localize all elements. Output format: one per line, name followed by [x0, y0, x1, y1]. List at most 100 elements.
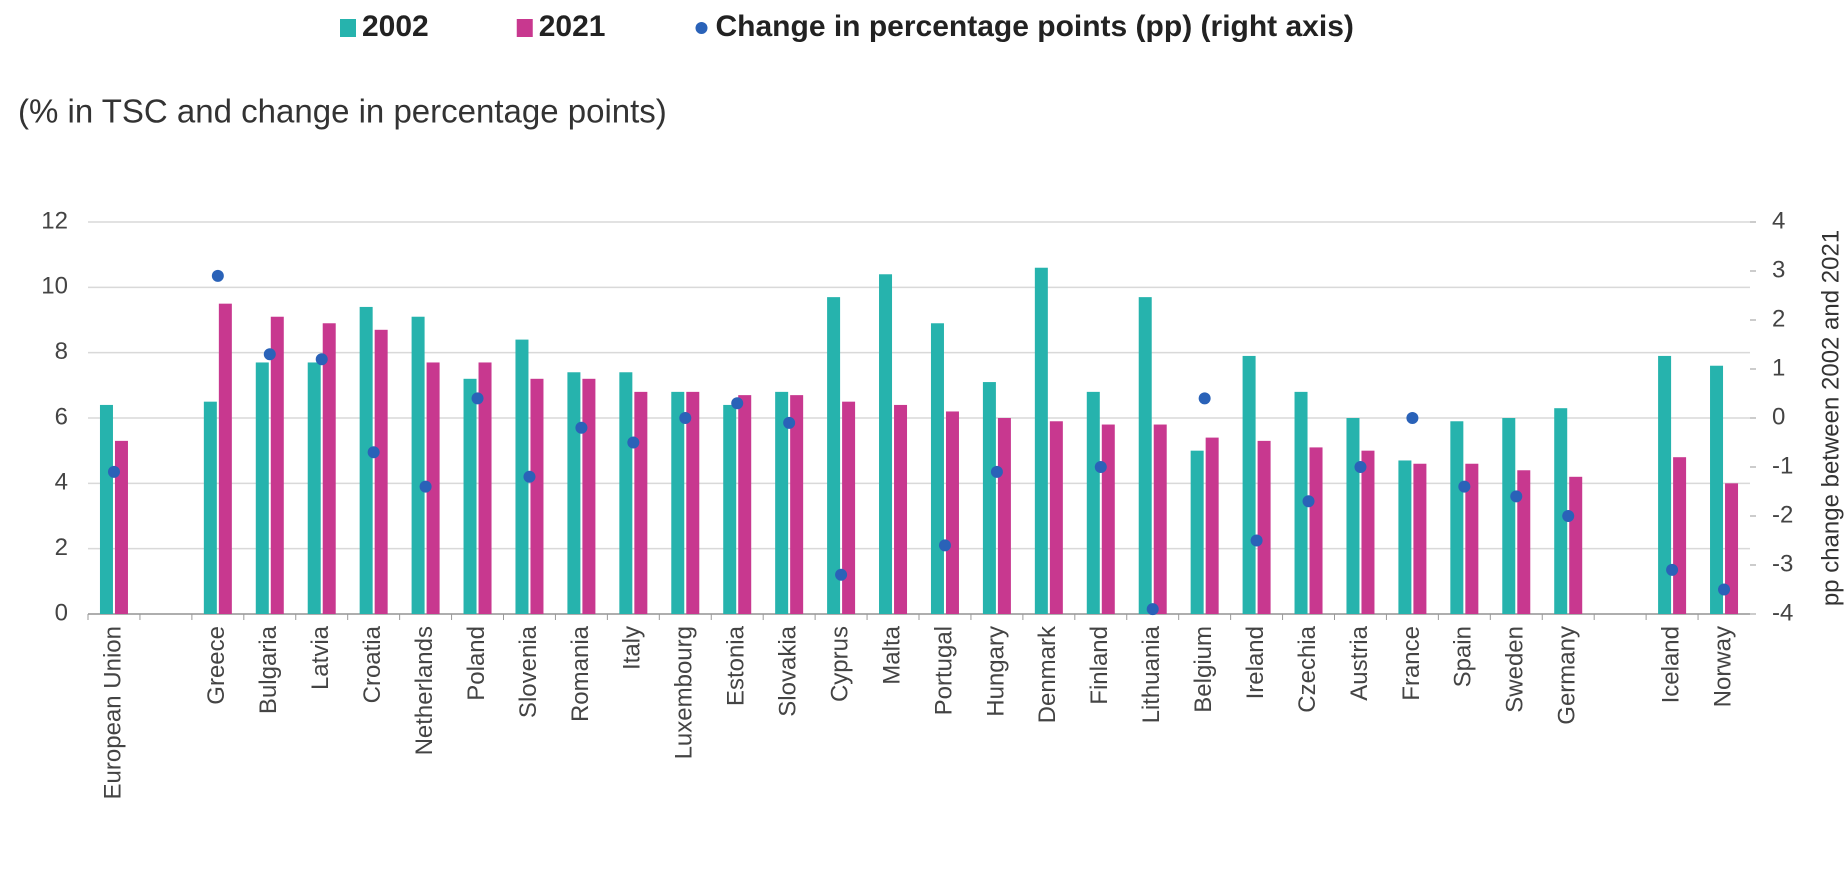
bar [1309, 447, 1323, 614]
bar [582, 378, 596, 614]
bar [945, 411, 959, 614]
x-tick-label: Iceland [1657, 626, 1684, 703]
legend-swatch [516, 19, 533, 37]
change-marker [1354, 461, 1367, 473]
x-tick-label: Malta [878, 625, 905, 684]
bar [930, 323, 944, 614]
x-tick-label: Romania [567, 625, 594, 722]
chart-subtitle: (% in TSC and change in percentage point… [18, 93, 667, 130]
change-marker [575, 421, 588, 434]
bar [790, 395, 804, 614]
bar [1086, 391, 1100, 614]
bar [997, 418, 1011, 614]
x-tick-label: Estonia [723, 625, 750, 706]
bar [1502, 418, 1516, 614]
bar [1034, 267, 1048, 614]
legend-label: Change in percentage points (pp) (right … [716, 10, 1354, 43]
bar [1658, 355, 1672, 614]
change-marker [1458, 480, 1471, 493]
y2-tick-label: 4 [1772, 207, 1785, 234]
bar [1138, 297, 1152, 614]
y2-tick-label: 0 [1772, 403, 1785, 430]
bar [1294, 391, 1308, 614]
bar [218, 303, 232, 614]
y2-tick-label: -2 [1772, 501, 1793, 528]
change-marker [419, 480, 432, 493]
change-marker [1666, 563, 1679, 576]
bar [114, 440, 128, 614]
legend-label: 2002 [362, 10, 429, 43]
bar [426, 362, 440, 614]
x-tick-label: Spain [1450, 626, 1477, 687]
x-tick-label: Portugal [930, 626, 957, 715]
bar [1242, 355, 1256, 614]
bar [619, 372, 633, 614]
change-marker [938, 539, 951, 552]
y2-tick-label: 3 [1772, 256, 1785, 283]
change-marker [1562, 510, 1575, 522]
x-tick-label: Belgium [1190, 626, 1217, 713]
bar [1153, 424, 1167, 614]
bar [1190, 450, 1204, 614]
bar [1346, 418, 1360, 614]
change-marker [1146, 603, 1159, 616]
x-tick-label: Luxembourg [671, 626, 698, 759]
y2-axis-label: pp change between 2002 and 2021 [1817, 230, 1844, 606]
change-marker [367, 446, 380, 459]
x-tick-label: Cyprus [826, 626, 853, 702]
y2-tick-label: -1 [1772, 452, 1793, 479]
bar [1398, 460, 1412, 614]
x-tick-label: European Union [99, 626, 126, 799]
x-tick-label: Latvia [307, 625, 334, 690]
bar [463, 378, 477, 614]
change-marker [1718, 583, 1731, 596]
bar [1049, 421, 1063, 614]
bar [982, 382, 996, 614]
bar [879, 274, 893, 614]
y-tick-label: 0 [55, 599, 68, 626]
change-marker [1094, 461, 1107, 473]
bar [671, 391, 685, 614]
change-marker [211, 269, 224, 282]
bar [411, 316, 425, 614]
change-marker [835, 568, 848, 581]
bar [1450, 421, 1464, 614]
bar [1673, 457, 1687, 614]
bar [1517, 470, 1531, 614]
x-tick-label: Sweden [1502, 626, 1529, 713]
bar [322, 323, 336, 614]
x-tick-label: Hungary [982, 626, 1009, 717]
y-tick-label: 4 [55, 469, 68, 496]
y2-tick-label: 1 [1772, 354, 1785, 381]
y-tick-label: 12 [41, 207, 68, 234]
change-marker [263, 348, 276, 361]
x-tick-label: Italy [619, 626, 646, 670]
x-tick-label: Ireland [1242, 626, 1269, 699]
change-marker [990, 465, 1003, 478]
x-tick-label: Bulgaria [255, 625, 282, 714]
x-tick-label: Austria [1346, 625, 1373, 700]
y2-tick-label: -4 [1772, 599, 1793, 626]
y2-tick-label: -3 [1772, 550, 1793, 577]
bar [634, 391, 648, 614]
y-tick-label: 8 [55, 338, 68, 365]
y-tick-label: 6 [55, 403, 68, 430]
bar [515, 339, 529, 614]
bar [307, 362, 321, 614]
change-marker [679, 412, 692, 424]
bar [1710, 365, 1724, 614]
bar [530, 378, 544, 614]
bar [255, 362, 269, 614]
legend-swatch [340, 19, 356, 37]
change-marker [1510, 490, 1523, 503]
bar [1413, 463, 1427, 614]
x-tick-label: Poland [463, 626, 490, 701]
x-tick-label: Slovakia [775, 625, 802, 716]
bar [894, 404, 908, 614]
y2-tick-label: 2 [1772, 305, 1785, 332]
x-tick-label: Netherlands [411, 626, 438, 755]
x-tick-label: Slovenia [515, 625, 542, 718]
change-marker [1302, 495, 1315, 508]
